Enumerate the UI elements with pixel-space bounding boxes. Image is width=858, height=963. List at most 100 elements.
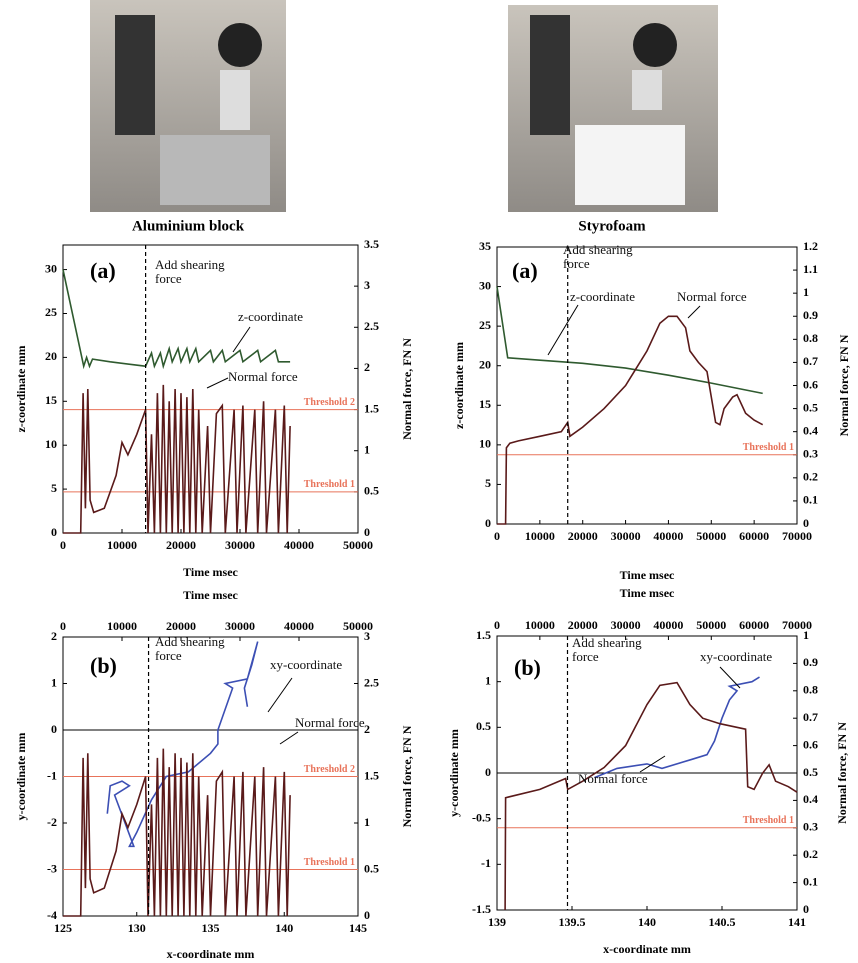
y2-tick-label: 0 xyxy=(803,516,809,530)
y-tick-label: 10 xyxy=(479,437,491,451)
y-tick-label: 10 xyxy=(45,437,57,451)
x2-tick-label: 30000 xyxy=(611,618,641,632)
annotation-arrow xyxy=(267,677,293,713)
y-axis-label: z-coordinate mm xyxy=(452,342,466,429)
x2-tick-label: 50000 xyxy=(343,619,373,633)
photo-caption: Styrofoam xyxy=(578,218,646,234)
x2-tick-label: 0 xyxy=(494,618,500,632)
y-tick-label: 0 xyxy=(51,722,57,736)
y-tick-label: 1 xyxy=(485,673,491,687)
x2-tick-label: 50000 xyxy=(696,618,726,632)
shear-label: Add shearing force xyxy=(563,242,633,271)
x2-axis-label: Time msec xyxy=(620,586,675,600)
y-tick-label: -1 xyxy=(47,768,57,782)
x-tick-label: 140 xyxy=(275,921,293,935)
threshold-label: Threshold 1 xyxy=(304,479,355,490)
x-axis-label: Time msec xyxy=(183,565,238,579)
y2-tick-label: 0.5 xyxy=(803,765,818,779)
y2-tick-label: 2 xyxy=(364,722,370,736)
x2-tick-label: 70000 xyxy=(782,618,812,632)
y2-tick-label: 0.3 xyxy=(803,447,818,461)
y-tick-label: -1 xyxy=(481,856,491,870)
annotation-arrow xyxy=(639,755,666,773)
series-annotation: Normal force xyxy=(228,369,298,384)
panel-label: (b) xyxy=(90,653,117,678)
y-tick-label: 1 xyxy=(51,675,57,689)
y-tick-label: 5 xyxy=(485,476,491,490)
x2-tick-label: 20000 xyxy=(568,618,598,632)
series-line xyxy=(594,676,760,779)
y2-tick-label: 1 xyxy=(803,628,809,642)
photo xyxy=(508,5,718,212)
y2-tick-label: 0.4 xyxy=(803,423,818,437)
threshold-label: Threshold 1 xyxy=(743,815,794,826)
y2-tick-label: 2 xyxy=(364,360,370,374)
y2-tick-label: 0 xyxy=(803,902,809,916)
y-tick-label: 0 xyxy=(485,516,491,530)
x2-tick-label: 40000 xyxy=(653,618,683,632)
y-tick-label: -1.5 xyxy=(472,902,491,916)
y2-tick-label: 0 xyxy=(364,525,370,539)
series-line xyxy=(106,641,259,848)
y2-tick-label: 0.3 xyxy=(803,820,818,834)
annotation-arrow xyxy=(206,377,229,389)
y-tick-label: 2 xyxy=(51,629,57,643)
x2-tick-label: 0 xyxy=(60,619,66,633)
annotation-arrow xyxy=(279,731,299,745)
series-line xyxy=(63,748,291,917)
series-line xyxy=(504,681,798,911)
y2-tick-label: 0 xyxy=(364,908,370,922)
y2-tick-label: 0.5 xyxy=(364,484,379,498)
shear-label: Add shearing force xyxy=(155,634,225,663)
annotation-arrow xyxy=(687,305,701,319)
x-tick-label: 141 xyxy=(788,915,806,929)
y-tick-label: 15 xyxy=(45,393,57,407)
x-tick-label: 20000 xyxy=(568,529,598,543)
y2-tick-label: 0.1 xyxy=(803,493,818,507)
y2-tick-label: 1.5 xyxy=(364,401,379,415)
panel-label: (a) xyxy=(90,258,116,283)
x-tick-label: 60000 xyxy=(739,529,769,543)
x2-tick-label: 10000 xyxy=(107,619,137,633)
y2-tick-label: 0.9 xyxy=(803,655,818,669)
series-line xyxy=(63,384,291,534)
y2-tick-label: 0.5 xyxy=(803,400,818,414)
y-tick-label: -2 xyxy=(47,815,57,829)
x-tick-label: 130 xyxy=(128,921,146,935)
y2-tick-label: 0.8 xyxy=(803,331,818,345)
x-tick-label: 20000 xyxy=(166,538,196,552)
y-tick-label: 20 xyxy=(479,357,491,371)
y-tick-label: 1.5 xyxy=(476,628,491,642)
y2-tick-label: 3 xyxy=(364,629,370,643)
x2-tick-label: 30000 xyxy=(225,619,255,633)
y2-tick-label: 0.7 xyxy=(803,710,818,724)
x-tick-label: 40000 xyxy=(284,538,314,552)
plot-frame xyxy=(496,246,798,525)
y-axis-label: y-coordinate mm xyxy=(14,733,28,821)
annotation-arrow xyxy=(719,666,741,689)
series-line xyxy=(62,269,291,370)
threshold-label: Threshold 1 xyxy=(304,857,355,868)
series-line xyxy=(497,315,764,525)
shear-label: Add shearing force xyxy=(155,257,225,286)
x-tick-label: 30000 xyxy=(611,529,641,543)
x-tick-label: 40000 xyxy=(653,529,683,543)
y2-tick-label: 0.2 xyxy=(803,470,818,484)
x-tick-label: 70000 xyxy=(782,529,812,543)
x-tick-label: 145 xyxy=(349,921,367,935)
y2-tick-label: 0.6 xyxy=(803,377,818,391)
y-axis-label: z-coordinate mm xyxy=(14,346,28,433)
y2-tick-label: 0.7 xyxy=(803,354,818,368)
annotation-arrow xyxy=(547,304,579,356)
panel-label: (b) xyxy=(514,655,541,680)
y2-tick-label: 2.5 xyxy=(364,319,379,333)
series-annotation: xy-coordinate xyxy=(270,657,343,672)
x-tick-label: 139.5 xyxy=(559,915,586,929)
x-axis-label: x-coordinate mm xyxy=(167,947,255,961)
series-annotation: Normal force xyxy=(295,715,365,730)
y-tick-label: 0 xyxy=(51,525,57,539)
y2-axis-label: Normal force, FN N xyxy=(835,722,849,824)
threshold-label: Threshold 2 xyxy=(304,397,355,408)
